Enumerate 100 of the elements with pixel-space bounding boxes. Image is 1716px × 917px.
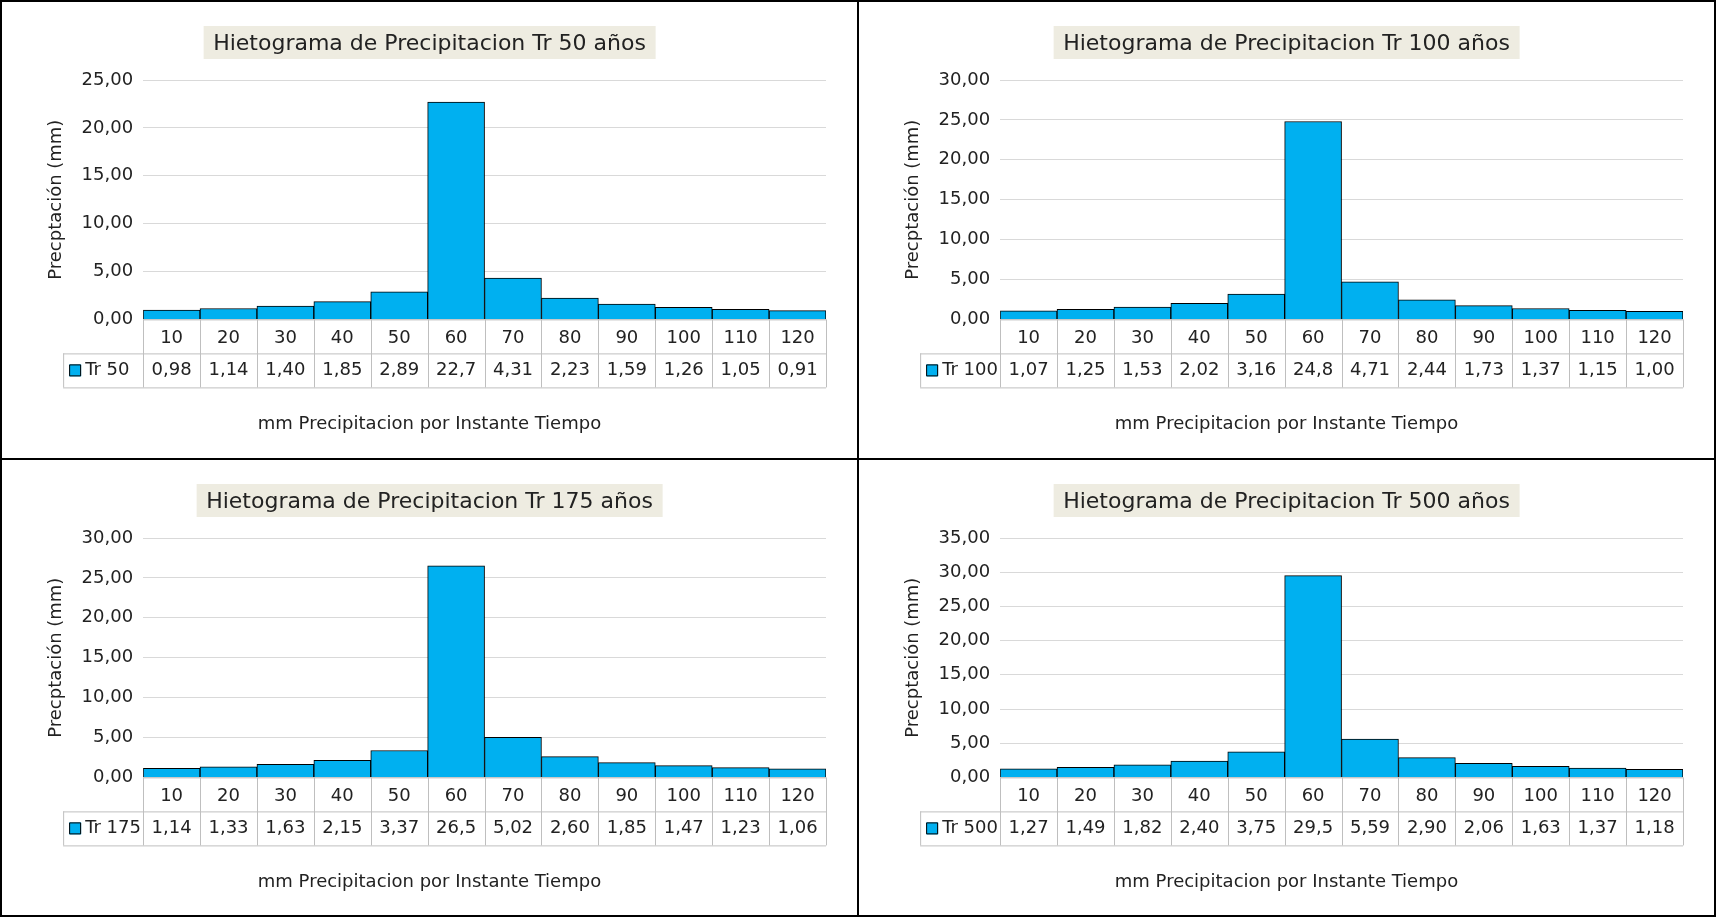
x-tick-label: 50 — [1244, 783, 1268, 805]
y-tick-label: 5,00 — [93, 259, 134, 281]
data-label: 2,40 — [1179, 815, 1220, 837]
x-tick-label: 120 — [780, 783, 815, 805]
data-label: 26,5 — [436, 815, 477, 837]
x-tick-label: 20 — [1074, 325, 1097, 347]
data-label: 1,37 — [1577, 815, 1618, 837]
x-tick-label: 80 — [558, 783, 582, 805]
legend-label: Tr 175 — [84, 815, 141, 837]
x-tick-label: 70 — [501, 325, 525, 347]
y-tick-label: 25,00 — [81, 565, 134, 587]
data-label: 1,53 — [1122, 358, 1163, 380]
data-label: 2,06 — [1463, 815, 1504, 837]
x-tick-label: 80 — [1415, 325, 1439, 347]
x-tick-label: 20 — [217, 325, 240, 347]
x-tick-label: 120 — [1637, 783, 1672, 805]
chart-title: Hietograma de Precipitacion Tr 500 años — [1053, 483, 1520, 517]
y-tick-label: 20,00 — [81, 115, 134, 137]
x-tick-label: 50 — [1244, 325, 1268, 347]
x-tick-label: 120 — [780, 325, 815, 347]
y-axis-title: Precptación (mm) — [901, 577, 923, 738]
x-tick-label: 90 — [1472, 783, 1496, 805]
x-tick-label: 10 — [160, 783, 184, 805]
x-tick-label: 120 — [1637, 325, 1672, 347]
data-label: 1,49 — [1065, 815, 1106, 837]
data-label: 1,85 — [322, 358, 363, 380]
y-tick-label: 30,00 — [938, 67, 991, 89]
x-tick-label: 60 — [1301, 325, 1325, 347]
data-label: 1,27 — [1008, 815, 1049, 837]
y-tick-label: 10,00 — [938, 696, 991, 718]
y-tick-label: 15,00 — [938, 661, 991, 683]
y-tick-label: 0,00 — [93, 764, 134, 786]
data-label: 1,63 — [265, 815, 306, 837]
y-tick-label: 15,00 — [938, 187, 991, 209]
x-tick-label: 30 — [273, 325, 297, 347]
x-axis-title: mm Precipitacion por Instante Tiempo — [1113, 869, 1460, 891]
x-tick-label: 40 — [1187, 325, 1211, 347]
x-tick-label: 40 — [1187, 783, 1211, 805]
x-tick-label: 30 — [273, 783, 297, 805]
x-axis-title: mm Precipitacion por Instante Tiempo — [256, 412, 603, 433]
x-tick-label: 110 — [1580, 783, 1615, 805]
y-tick-label: 5,00 — [950, 267, 991, 289]
y-tick-label: 15,00 — [81, 163, 134, 185]
x-tick-label: 30 — [1130, 325, 1154, 347]
data-label: 1,07 — [1008, 358, 1049, 380]
y-tick-label: 10,00 — [81, 684, 134, 706]
y-tick-label: 35,00 — [938, 525, 991, 547]
data-label: 1,63 — [1520, 815, 1561, 837]
data-label: 2,23 — [549, 358, 590, 380]
x-tick-label: 100 — [666, 325, 701, 347]
y-tick-label: 20,00 — [938, 627, 991, 649]
data-label: 0,91 — [777, 358, 818, 380]
x-tick-label: 60 — [444, 325, 468, 347]
x-tick-label: 50 — [387, 325, 411, 347]
data-label: 1,00 — [1634, 358, 1675, 380]
data-label: 1,85 — [606, 815, 647, 837]
x-tick-label: 100 — [666, 783, 701, 805]
y-tick-label: 5,00 — [93, 724, 134, 746]
y-tick-label: 20,00 — [81, 604, 134, 626]
y-tick-label: 30,00 — [938, 559, 991, 581]
x-tick-label: 100 — [1523, 783, 1558, 805]
chart-title: Hietograma de Precipitacion Tr 50 años — [203, 26, 656, 59]
y-axis-title: Precptación (mm) — [44, 119, 66, 280]
x-tick-label: 40 — [330, 325, 354, 347]
data-label: 1,06 — [777, 815, 818, 837]
data-label: 1,25 — [1065, 358, 1106, 380]
y-tick-label: 25,00 — [81, 67, 134, 89]
data-label: 1,23 — [720, 815, 761, 837]
data-label: 2,44 — [1406, 358, 1447, 380]
x-tick-label: 110 — [723, 325, 758, 347]
data-label: 1,33 — [208, 815, 249, 837]
legend-label: Tr 100 — [941, 358, 998, 380]
data-label: 1,40 — [265, 358, 306, 380]
data-label: 4,31 — [492, 358, 534, 380]
x-tick-label: 20 — [1074, 783, 1097, 805]
x-tick-label: 90 — [615, 325, 639, 347]
data-label: 4,71 — [1349, 358, 1391, 380]
x-tick-label: 80 — [558, 325, 582, 347]
y-tick-label: 25,00 — [938, 107, 991, 129]
x-tick-label: 50 — [387, 783, 411, 805]
data-label: 5,02 — [492, 815, 534, 837]
x-tick-label: 70 — [1358, 783, 1382, 805]
x-tick-label: 30 — [1130, 783, 1154, 805]
data-label: 1,82 — [1122, 815, 1163, 837]
data-label: 3,37 — [379, 815, 420, 837]
y-tick-label: 0,00 — [950, 764, 991, 786]
x-tick-label: 70 — [1358, 325, 1382, 347]
y-tick-label: 10,00 — [938, 227, 991, 249]
y-tick-label: 5,00 — [950, 730, 991, 752]
x-tick-label: 110 — [723, 783, 758, 805]
x-tick-label: 10 — [160, 325, 184, 347]
data-label: 1,05 — [720, 358, 761, 380]
data-label: 29,5 — [1293, 815, 1334, 837]
x-axis-title: mm Precipitacion por Instante Tiempo — [1113, 412, 1460, 433]
x-tick-label: 10 — [1017, 325, 1041, 347]
data-label: 2,02 — [1179, 358, 1220, 380]
legend-label: Tr 50 — [84, 358, 130, 380]
x-axis-title: mm Precipitacion por Instante Tiempo — [256, 869, 603, 891]
y-tick-label: 0,00 — [93, 307, 134, 329]
data-label: 2,90 — [1406, 815, 1447, 837]
